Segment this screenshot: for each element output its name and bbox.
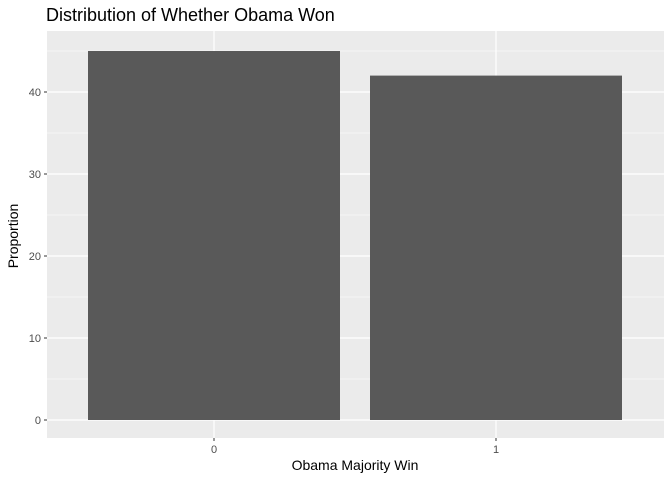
y-axis-title: Proportion	[5, 204, 21, 269]
y-tick-label: 40	[29, 87, 41, 99]
y-tick-label: 30	[29, 169, 41, 181]
bars	[88, 51, 622, 420]
x-tick-label: 0	[211, 444, 217, 456]
y-tick-label: 10	[29, 333, 41, 345]
y-tick-label: 20	[29, 251, 41, 263]
bar-1	[370, 75, 622, 420]
x-tick-label: 1	[493, 444, 499, 456]
bar-0	[88, 51, 340, 420]
y-tick-label: 0	[35, 415, 41, 427]
y-axis: 0 10 20 30 40	[29, 87, 47, 427]
x-axis-title: Obama Majority Win	[292, 457, 419, 473]
chart-title: Distribution of Whether Obama Won	[46, 5, 335, 25]
